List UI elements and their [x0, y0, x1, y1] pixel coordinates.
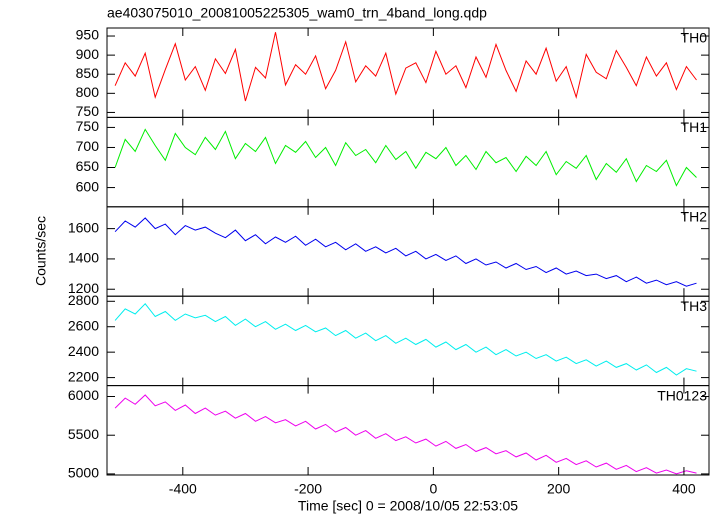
series-label: TH3 [681, 298, 708, 314]
y-tick-label: 900 [76, 46, 100, 62]
y-tick-label: 2400 [68, 343, 99, 359]
panel-frame [106, 385, 710, 476]
y-tick-label: 700 [76, 138, 100, 154]
y-tick-label: 2200 [68, 368, 99, 384]
x-tick-label: 200 [547, 481, 571, 497]
y-tick-label: 800 [76, 84, 100, 100]
y-tick-label: 5500 [68, 426, 99, 442]
series-label: TH0123 [657, 387, 707, 403]
x-tick-label: 0 [429, 481, 437, 497]
panel-frame [106, 27, 710, 118]
y-tick-label: 750 [76, 118, 100, 134]
y-tick-label: 5000 [68, 465, 99, 481]
data-line [114, 394, 697, 475]
y-tick-label: 6000 [68, 387, 99, 403]
y-tick-label: 2600 [68, 317, 99, 333]
x-axis-label: Time [sec] 0 = 2008/10/05 22:53:05 [298, 498, 518, 514]
y-tick-label: 600 [76, 178, 100, 194]
y-tick-label: 1200 [68, 280, 99, 296]
series-label: TH1 [681, 119, 708, 135]
y-tick-label: 1400 [68, 250, 99, 266]
y-tick-label: 1600 [68, 219, 99, 235]
series-label: TH2 [681, 209, 708, 225]
y-tick-label: 750 [76, 103, 100, 119]
y-tick-label: 650 [76, 158, 100, 174]
y-axis-label: Counts/sec [33, 216, 49, 286]
data-line [114, 303, 697, 376]
data-line [114, 32, 697, 102]
y-tick-label: 850 [76, 65, 100, 81]
data-line [114, 128, 697, 187]
x-tick-label: -400 [169, 481, 197, 497]
y-tick-label: 2800 [68, 292, 99, 308]
panel-frame [106, 206, 710, 297]
x-tick-label: 400 [672, 481, 696, 497]
chart-title: ae403075010_20081005225305_wam0_trn_4ban… [107, 5, 487, 21]
panel-frame [106, 116, 710, 208]
y-tick-label: 950 [76, 27, 100, 43]
series-label: TH0 [681, 30, 708, 46]
data-line [114, 217, 697, 287]
panel-frame [106, 295, 710, 387]
x-tick-label: -200 [294, 481, 322, 497]
